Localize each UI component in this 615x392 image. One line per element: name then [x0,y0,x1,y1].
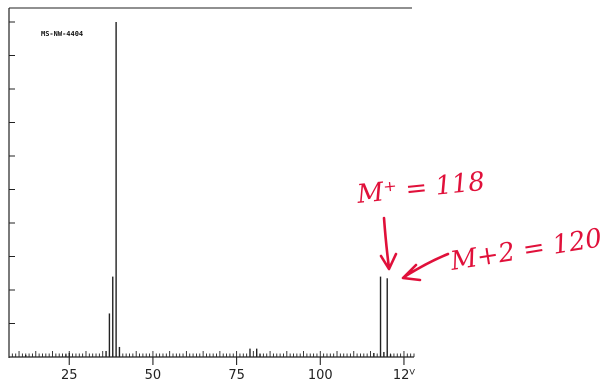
x-tick-label: 100 [308,368,333,383]
handwritten-annotations: M⁺ = 118 M+2 = 120 [355,167,604,282]
spectrum-code-label: MS-NW-4404 [41,30,83,38]
molecular-ion-annotation: M⁺ = 118 [355,167,487,210]
x-tick-label: 75 [228,368,245,383]
x-tick-label: 12ⱽ [393,368,416,383]
x-tick-label: 25 [61,368,78,383]
left-arrow-icon [401,252,450,282]
down-arrow-icon [379,216,398,271]
y-axis-ticks [9,21,15,324]
x-axis-major-ticks: 25 50 75 100 12ⱽ [61,357,415,383]
peak-bars [25,22,392,357]
isotope-peak-annotation: M+2 = 120 [447,223,604,277]
x-tick-label: 50 [145,368,162,383]
x-axis-minor-ticks [8,351,415,357]
